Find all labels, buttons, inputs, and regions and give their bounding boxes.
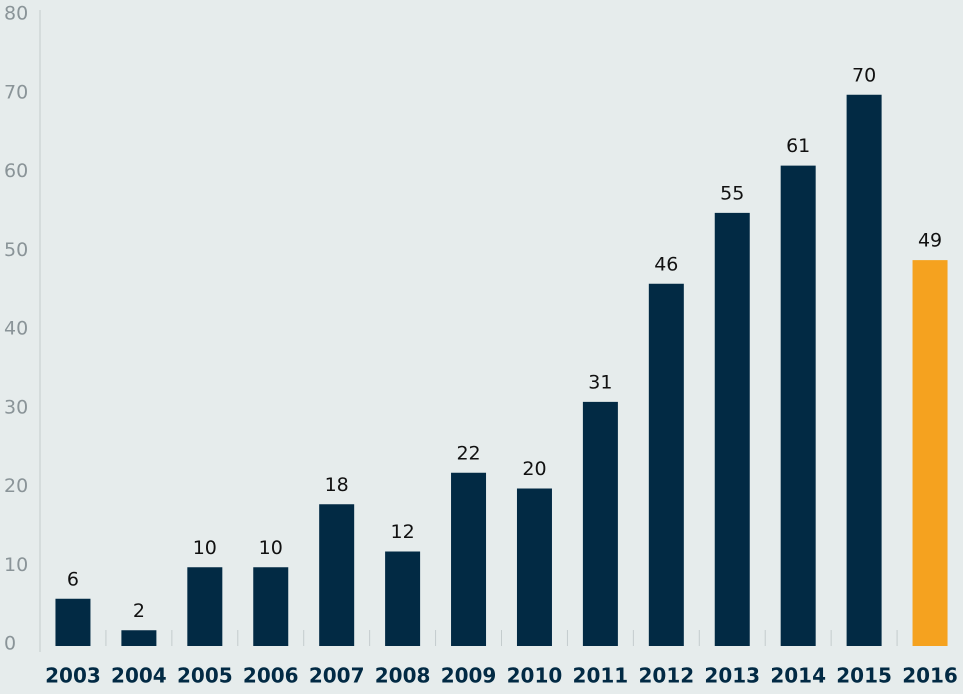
x-tick-label: 2014 [770,664,826,688]
value-label: 46 [654,253,678,275]
x-tick-label: 2003 [45,664,101,688]
y-tick-label: 70 [4,81,28,103]
value-label: 10 [193,537,217,559]
x-tick-label: 2013 [704,664,760,688]
bar [780,165,816,646]
bar [385,551,421,646]
bar [253,567,289,646]
value-label: 12 [391,521,415,543]
x-tick-label: 2006 [243,664,299,688]
x-tick-label: 2010 [507,664,563,688]
y-tick-label: 0 [4,633,16,655]
bar [912,260,948,646]
x-tick-label: 2016 [902,664,958,688]
bar [319,504,355,646]
y-tick-label: 50 [4,239,28,261]
value-label: 10 [259,537,283,559]
value-label: 55 [720,182,744,204]
value-label: 6 [67,568,79,590]
value-label: 20 [522,458,546,480]
y-tick-label: 30 [4,396,28,418]
value-label: 18 [325,474,349,496]
x-tick-label: 2005 [177,664,233,688]
x-tick-label: 2009 [441,664,497,688]
value-label: 2 [133,600,145,622]
y-tick-label: 80 [4,3,28,25]
x-tick-label: 2007 [309,664,365,688]
y-tick-label: 20 [4,475,28,497]
value-label: 70 [852,64,876,86]
bar [846,94,882,646]
bar [187,567,223,646]
bar [714,212,750,646]
y-tick-label: 10 [4,554,28,576]
x-tick-label: 2004 [111,664,167,688]
value-label: 61 [786,135,810,157]
x-tick-label: 2008 [375,664,431,688]
value-label: 31 [588,371,612,393]
x-tick-label: 2011 [573,664,629,688]
value-label: 22 [456,442,480,464]
x-tick-label: 2015 [836,664,892,688]
bar [121,630,157,646]
x-tick-label: 2012 [638,664,694,688]
value-label: 49 [918,230,942,252]
bar [516,488,552,646]
bar [648,283,684,646]
y-tick-label: 40 [4,318,28,340]
bar [451,472,487,646]
bar [55,598,91,646]
y-tick-label: 60 [4,160,28,182]
bar [582,401,618,646]
